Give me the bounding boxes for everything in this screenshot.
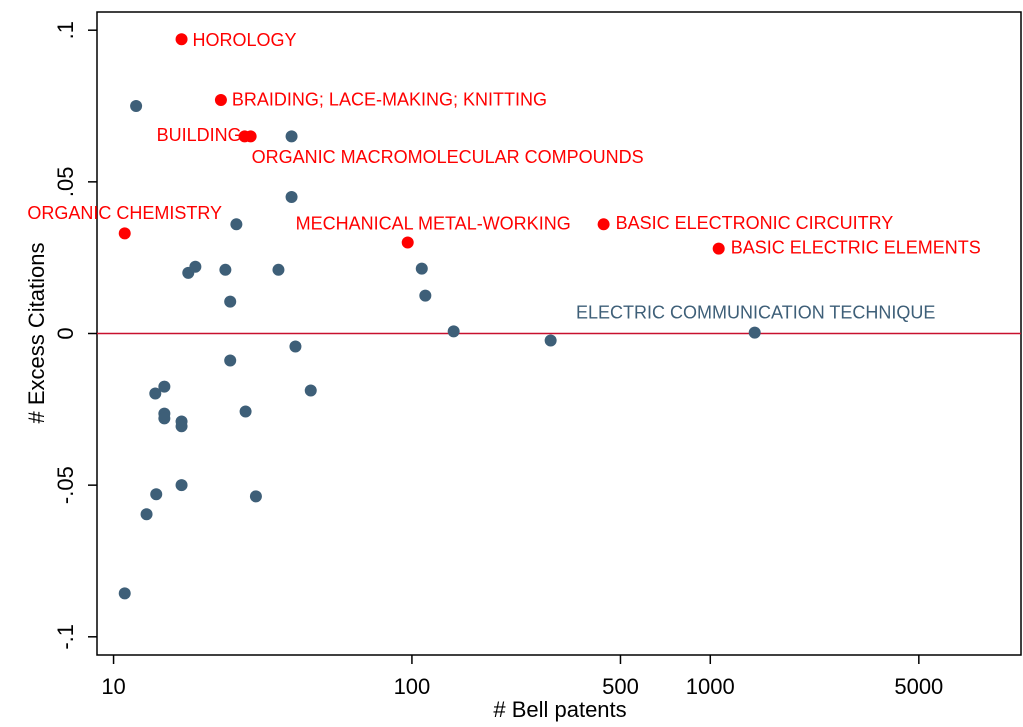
point [401,236,414,249]
x-tick-label: 1000 [686,674,735,699]
x-tick-label: 10 [101,674,125,699]
point [175,33,188,46]
point [712,242,725,255]
point-label: ORGANIC MACROMOLECULAR COMPOUNDS [252,147,644,167]
point [140,508,153,521]
point [289,340,302,353]
point [158,412,171,425]
point [175,420,188,433]
point-label: BASIC ELECTRONIC CIRCUITRY [616,213,894,233]
point [150,488,163,501]
point-label: BUILDING [157,125,242,145]
point [149,387,162,400]
x-tick-label: 100 [394,674,431,699]
y-tick-label: -.1 [53,624,78,650]
point [130,100,143,113]
x-axis-title: # Bell patents [493,697,626,722]
point [249,490,262,503]
point-label: HOROLOGY [193,30,297,50]
x-tick-label: 5000 [894,674,943,699]
point [419,289,432,302]
point [285,130,298,143]
point [224,295,237,308]
point [175,479,188,492]
point [544,334,557,347]
x-tick-label: 500 [602,674,639,699]
point-label: BASIC ELECTRIC ELEMENTS [731,237,981,257]
point [224,354,237,367]
point-label: ELECTRIC COMMUNICATION TECHNIQUE [576,302,935,322]
y-tick-label: .1 [53,21,78,39]
point [239,405,252,418]
point-label: ORGANIC CHEMISTRY [27,203,222,223]
point [219,263,232,276]
point [189,260,202,273]
y-tick-label: 0 [53,327,78,339]
point-label: BRAIDING; LACE-MAKING; KNITTING [232,90,547,110]
point [118,587,131,600]
point [272,263,285,276]
y-tick-label: .05 [53,167,78,198]
point-label: MECHANICAL METAL-WORKING [296,213,571,233]
point [230,218,243,231]
point [748,326,761,339]
point [118,227,131,240]
point [447,325,460,338]
point [244,130,257,143]
y-axis-title: # Excess Citations [24,243,49,424]
point [597,218,610,231]
point [415,262,428,275]
y-tick-label: -.05 [53,466,78,504]
point [158,380,171,393]
point [304,384,317,397]
point [285,191,298,204]
point [214,93,227,106]
